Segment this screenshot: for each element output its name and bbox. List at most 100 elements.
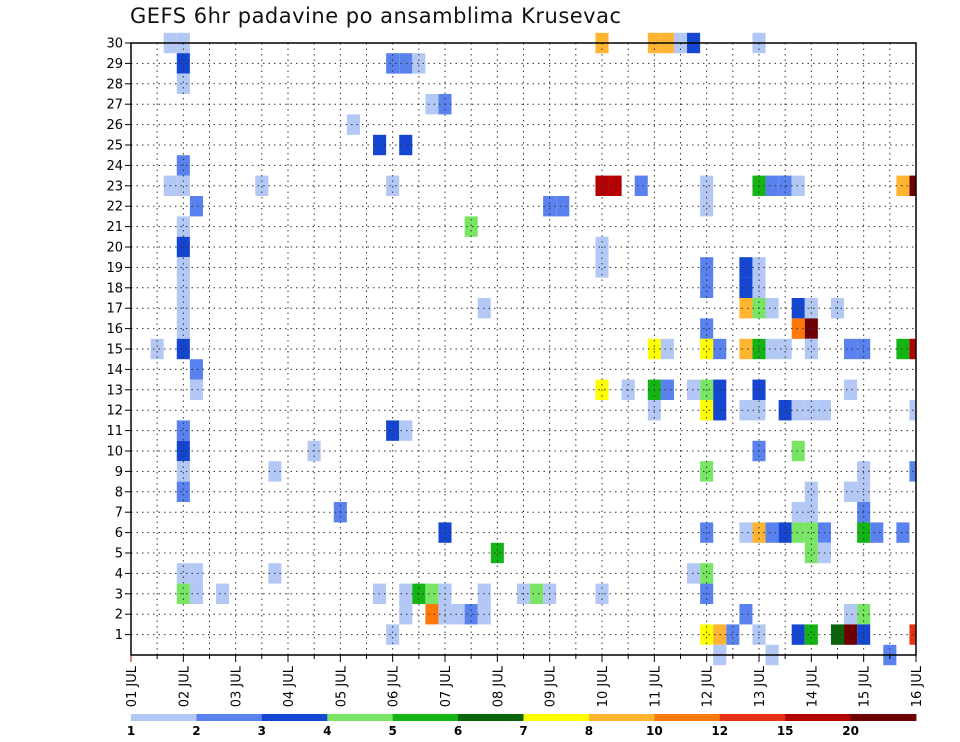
heatmap-cell-48 [739,277,753,298]
colorbar-swatch-8 [588,714,655,721]
grid-lines [131,42,916,655]
heatmap-cell-168 [830,624,845,645]
heatmap-cell-60 [791,318,805,339]
y-tick-label-4: 4 [115,567,123,582]
y-tick-label-21: 21 [106,220,123,235]
heatmap-cell-98 [176,420,190,441]
heatmap-cell-100 [399,420,413,441]
heatmap-cell-62 [150,338,164,360]
heatmap-cell-139 [189,583,203,604]
heatmap-cell-130 [490,542,504,564]
x-tick-label-1: 01 JUL [125,665,140,707]
y-tick-label-30: 30 [106,37,123,52]
y-tick-label-16: 16 [106,322,123,337]
heatmap-cell-26 [700,175,714,196]
heatmap-cell-46 [176,277,190,298]
heatmap-cell-83 [687,379,701,400]
heatmap-cell-148 [530,583,544,604]
heatmap-cell-111 [804,481,818,502]
heatmap-cell-112 [844,481,858,502]
y-tick-label-18: 18 [106,281,123,296]
heatmap-cell-140 [216,583,230,604]
heatmap-cell-91 [739,400,753,421]
y-tick-label-1: 1 [115,628,123,643]
heatmap-cell-29 [778,175,792,196]
y-tick-label-19: 19 [106,261,123,276]
heatmap-cell-47 [700,277,714,298]
heatmap-cell-95 [804,400,818,421]
y-tick-label-14: 14 [106,363,123,378]
y-tick-label-2: 2 [115,608,123,623]
colorbar-swatch-11 [785,714,851,721]
colorbar-label-4: 4 [323,724,331,738]
heatmap-cell-87 [844,379,858,400]
y-tick-label-22: 22 [106,200,123,215]
colorbar-swatch-10 [719,714,786,721]
axes: 1234567891011121314151617181920212223242… [106,37,925,708]
y-tick-label-5: 5 [115,547,123,562]
colorbar-swatch-9 [654,714,721,721]
heatmap-cell-156 [464,604,478,625]
colorbar-label-11: 15 [777,724,794,738]
y-tick-label-26: 26 [106,118,123,133]
x-tick-label-4: 04 JUL [282,665,297,707]
heatmap-cell-21 [255,175,269,196]
heatmap-cell-131 [804,542,818,564]
heatmap-cell-164 [726,624,740,645]
heatmap-cell-43 [700,257,714,278]
colorbar-swatch-4 [327,714,394,721]
heatmap-cell-58 [176,318,190,339]
heatmap-cell-116 [804,502,818,523]
x-tick-label-3: 03 JUL [230,665,245,707]
heatmap-cell-55 [791,298,805,319]
heatmap-cell-33 [189,196,203,217]
heatmap-cell-23 [595,175,609,196]
colorbar-label-7: 7 [519,724,527,738]
colorbar-swatch-5 [392,714,459,721]
x-tick-label-2: 02 JUL [177,665,192,707]
heatmap-cells [150,32,916,666]
heatmap-cell-72 [804,338,818,360]
heatmap-cell-52 [739,298,753,319]
heatmap-cell-78 [189,379,203,400]
heatmap-cell-110 [176,481,190,502]
x-tick-label-12: 12 JUL [701,665,716,707]
heatmap-cell-10 [399,53,413,74]
heatmap-cell-17 [399,134,413,156]
colorbar-swatch-1 [131,714,197,721]
x-tick-label-14: 14 JUL [805,665,820,707]
x-tick-label-6: 06 JUL [387,665,402,707]
heatmap-cell-41 [176,257,190,278]
heatmap-cell-42 [595,257,609,278]
colorbar-label-3: 3 [258,724,266,738]
plot-frame [130,42,917,656]
colorbar-label-9: 10 [646,724,663,738]
heatmap-cell-133 [176,563,190,584]
colorbar-label-2: 2 [192,724,200,738]
heatmap-cell-63 [176,338,190,360]
colorbar-label-10: 12 [711,724,728,738]
heatmap-cell-134 [189,563,203,584]
heatmap-cell-77 [189,359,203,380]
heatmap-cell-136 [687,563,701,584]
heatmap-cell-169 [844,624,858,645]
colorbar-label-1: 1 [127,724,135,738]
heatmap-cell-28 [765,175,779,196]
heatmap-cell-36 [700,196,714,217]
colorbar-swatch-6 [458,714,524,721]
heatmap-cell-107 [700,461,714,482]
chart-title: GEFS 6hr padavine po ansamblima Krusevac [130,4,622,28]
heatmap-cell-75 [896,338,910,360]
heatmap-cell-93 [778,400,792,421]
heatmap-cell-13 [425,94,439,115]
heatmap-cell-153 [425,604,439,625]
heatmap-cell-161 [386,624,400,645]
heatmap-cell-137 [700,563,714,584]
colorbar-swatch-7 [523,714,590,721]
heatmap-cell-115 [791,502,805,523]
colorbar-label-8: 8 [585,724,593,738]
heatmap-cell-82 [660,379,674,400]
x-tick-label-7: 07 JUL [439,665,454,707]
y-tick-label-12: 12 [106,404,123,419]
heatmap-cell-73 [844,338,858,360]
